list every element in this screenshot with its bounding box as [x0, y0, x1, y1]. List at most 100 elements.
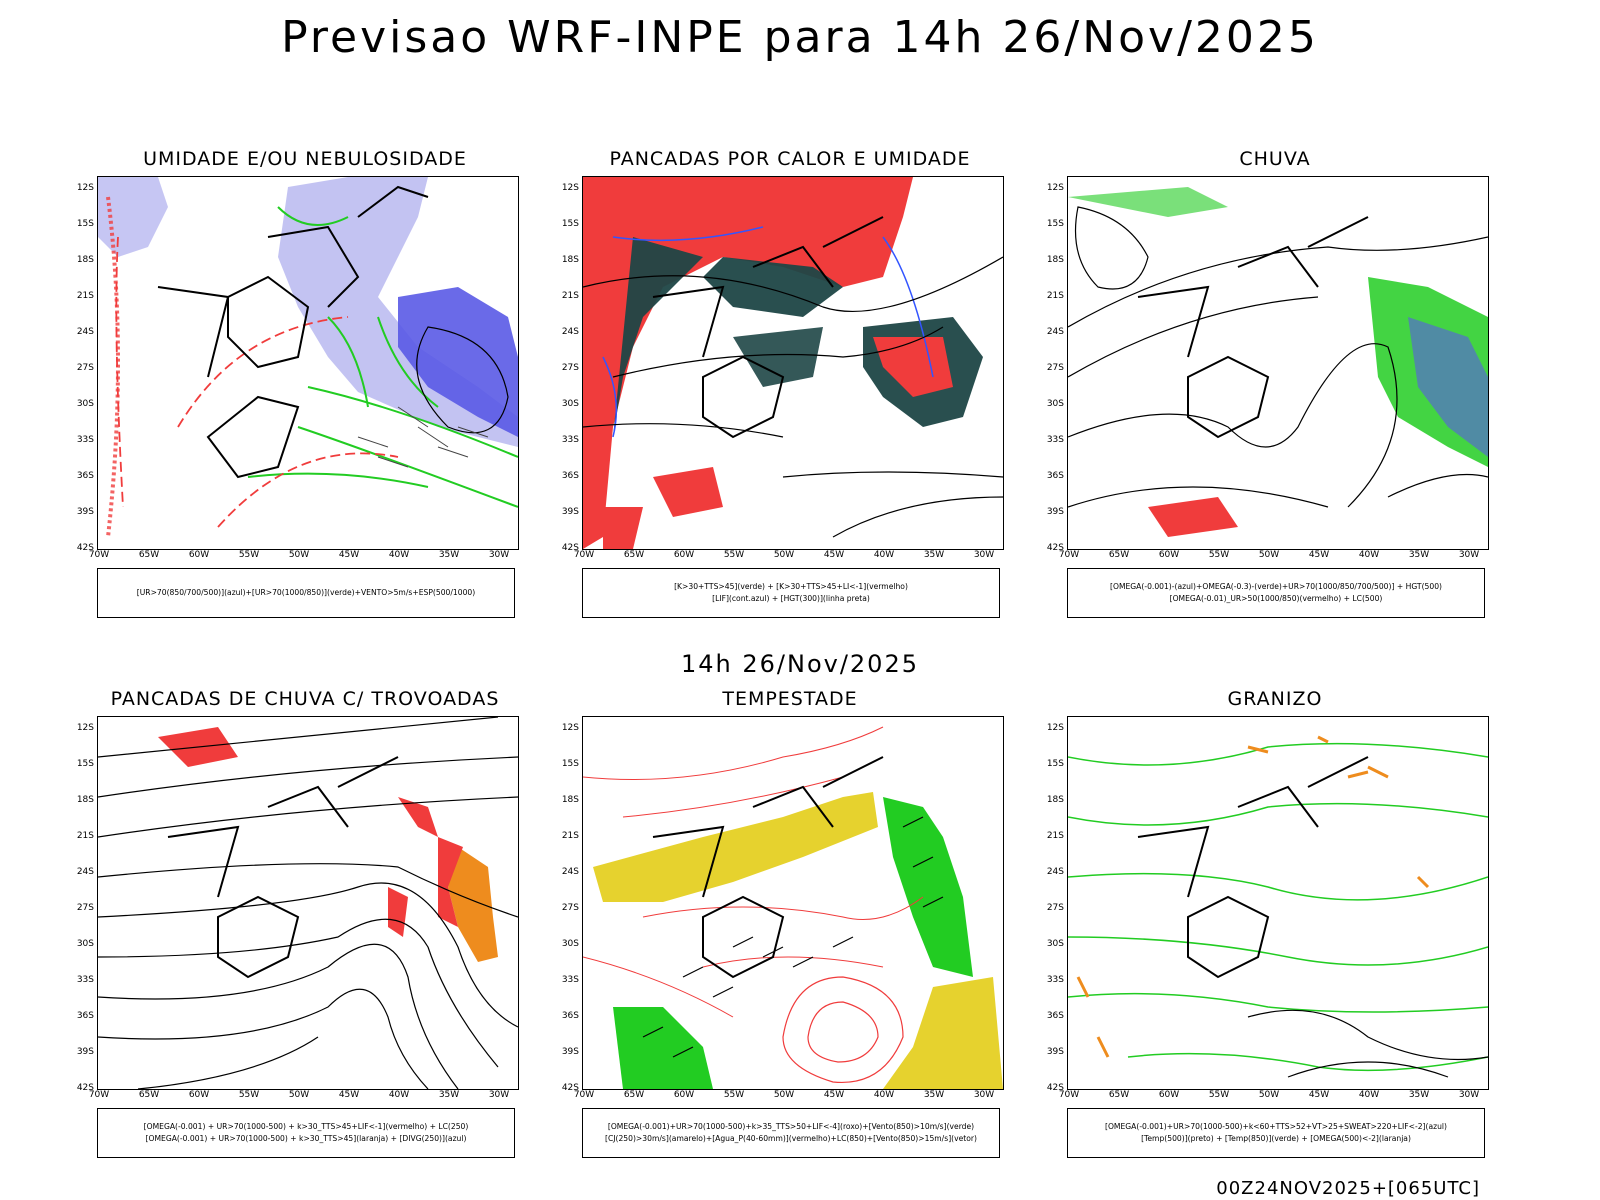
lat-tick-label: 30S [76, 939, 94, 949]
lat-axis: 12S 15S 18S 21S 24S 27S 30S 33S 36S 39S 42S [70, 716, 96, 1093]
lat-tick-label: 12S [561, 183, 579, 193]
lon-tick-label: 55W [1208, 1090, 1230, 1100]
lon-tick-label: 40W [1358, 550, 1380, 560]
lat-tick-label: 21S [1046, 831, 1064, 841]
lat-tick-label: 24S [1046, 327, 1064, 337]
lon-tick-label: 30W [973, 1090, 995, 1100]
lon-axis: 70W 65W 60W 55W 50W 45W 40W 35W 30W [89, 1090, 517, 1102]
lat-tick-label: 21S [561, 291, 579, 301]
lon-axis: 70W 65W 60W 55W 50W 45W 40W 35W 30W [1059, 550, 1487, 562]
lon-tick-label: 35W [923, 550, 945, 560]
lat-tick-label: 15S [1046, 219, 1064, 229]
lat-tick-label: 18S [561, 795, 579, 805]
lat-tick-label: 39S [1046, 1047, 1064, 1057]
map-trovoadas [97, 716, 519, 1090]
lat-tick-label: 27S [1046, 903, 1064, 913]
lon-tick-label: 30W [488, 1090, 510, 1100]
panel-trovoadas: PANCADAS DE CHUVA C/ TROVOADAS 12S 15S 18S… [70, 688, 540, 1158]
legend-box: [OMEGA(-0.001) + UR>70(1000-500) + k>30_… [97, 1108, 515, 1158]
lat-axis: 12S 15S 18S 21S 24S 27S 30S 33S 36S 39S 42S [1040, 176, 1066, 553]
lat-tick-label: 15S [76, 219, 94, 229]
lat-tick-label: 18S [76, 795, 94, 805]
lon-tick-label: 35W [923, 1090, 945, 1100]
lon-tick-label: 35W [438, 550, 460, 560]
legend-box: [OMEGA(-0.001)+UR>70(1000-500)+k>35_TTS>… [582, 1108, 1000, 1158]
lat-tick-label: 33S [76, 975, 94, 985]
lon-tick-label: 65W [623, 550, 645, 560]
panel-title: PANCADAS DE CHUVA C/ TROVOADAS [110, 688, 500, 710]
panel-granizo: GRANIZO 12S 15S 18S 21S 24S 27S 30S 33S 36S 39S 42… [1040, 688, 1510, 1158]
lon-tick-label: 65W [1108, 1090, 1130, 1100]
lat-tick-label: 42S [1046, 543, 1064, 553]
lat-tick-label: 39S [76, 1047, 94, 1057]
lon-tick-label: 45W [1308, 550, 1330, 560]
lon-tick-label: 60W [188, 550, 210, 560]
lon-tick-label: 40W [873, 1090, 895, 1100]
lon-tick-label: 70W [1058, 1090, 1080, 1100]
lon-tick-label: 65W [623, 1090, 645, 1100]
lat-tick-label: 42S [1046, 1083, 1064, 1093]
lat-tick-label: 42S [76, 1083, 94, 1093]
lat-tick-label: 24S [561, 867, 579, 877]
lat-tick-label: 12S [76, 723, 94, 733]
panel-title: TEMPESTADE [722, 688, 858, 710]
lat-tick-label: 39S [76, 507, 94, 517]
legend-line: [K>30+TTS>45](verde) + [K>30+TTS>45+LI<-… [674, 582, 908, 591]
lon-axis: 70W 65W 60W 55W 50W 45W 40W 35W 30W [574, 1090, 1002, 1102]
map-canvas [1068, 187, 1488, 537]
lat-axis: 12S 15S 18S 21S 24S 27S 30S 33S 36S 39S 42S [555, 716, 581, 1093]
legend-box: [OMEGA(-0.001)-(azul)+OMEGA(-0.3)-(verde… [1067, 568, 1485, 618]
lat-tick-label: 21S [561, 831, 579, 841]
lat-tick-label: 21S [1046, 291, 1064, 301]
lat-tick-label: 39S [561, 1047, 579, 1057]
lon-tick-label: 55W [723, 550, 745, 560]
lon-tick-label: 60W [1158, 1090, 1180, 1100]
lat-tick-label: 39S [1046, 507, 1064, 517]
lat-tick-label: 36S [561, 471, 579, 481]
lat-tick-label: 24S [76, 327, 94, 337]
lat-tick-label: 36S [76, 471, 94, 481]
lon-tick-label: 40W [388, 1090, 410, 1100]
lat-axis: 12S 15S 18S 21S 24S 27S 30S 33S 36S 39S 42S [555, 176, 581, 553]
map-pancadas-calor [582, 176, 1004, 550]
panel-tempestade: TEMPESTADE 12S 15S 18S 21S 24S 27S 30S 33S 36S 39… [555, 688, 1025, 1158]
map-canvas [98, 177, 518, 538]
lat-tick-label: 24S [1046, 867, 1064, 877]
legend-box: [OMEGA(-0.001)+UR>70(1000-500)+k<60+TTS>… [1067, 1108, 1485, 1158]
lat-tick-label: 36S [1046, 1011, 1064, 1021]
lon-tick-label: 30W [1458, 1090, 1480, 1100]
lon-tick-label: 65W [1108, 550, 1130, 560]
legend-line: [OMEGA(-0.01)_UR>50(1000/850)(vermelho) … [1169, 594, 1383, 603]
lat-tick-label: 27S [561, 363, 579, 373]
legend-line: [OMEGA(-0.001)+UR>70(1000-500)+k>35_TTS>… [607, 1122, 975, 1131]
lon-tick-label: 50W [773, 1090, 795, 1100]
lon-tick-label: 40W [388, 550, 410, 560]
lat-tick-label: 27S [561, 903, 579, 913]
lon-tick-label: 35W [438, 1090, 460, 1100]
legend-box: [UR>70(850/700/500)](azul)+[UR>70(1000/8… [97, 568, 515, 618]
lat-tick-label: 15S [1046, 759, 1064, 769]
lon-tick-label: 55W [238, 1090, 260, 1100]
lat-tick-label: 12S [1046, 723, 1064, 733]
map-tempestade [582, 716, 1004, 1090]
lat-tick-label: 30S [1046, 939, 1064, 949]
lat-tick-label: 18S [1046, 795, 1064, 805]
legend-line: [CJ(250)>30m/s](amarelo)+[Agua_P(40-60mm… [605, 1134, 977, 1143]
map-canvas [98, 717, 518, 1089]
lat-tick-label: 21S [76, 831, 94, 841]
legend-box: [K>30+TTS>45](verde) + [K>30+TTS>45+LI<-… [582, 568, 1000, 618]
lon-tick-label: 55W [723, 1090, 745, 1100]
lon-tick-label: 40W [1358, 1090, 1380, 1100]
lon-tick-label: 60W [673, 1090, 695, 1100]
lat-tick-label: 12S [1046, 183, 1064, 193]
lat-tick-label: 21S [76, 291, 94, 301]
lon-axis: 70W 65W 60W 55W 50W 45W 40W 35W 30W [574, 550, 1002, 562]
lon-tick-label: 60W [673, 550, 695, 560]
lon-tick-label: 50W [1258, 1090, 1280, 1100]
map-granizo [1067, 716, 1489, 1090]
lat-tick-label: 30S [561, 399, 579, 409]
map-canvas [1068, 735, 1488, 1078]
lon-tick-label: 60W [188, 1090, 210, 1100]
lat-tick-label: 33S [561, 435, 579, 445]
lat-tick-label: 33S [1046, 975, 1064, 985]
